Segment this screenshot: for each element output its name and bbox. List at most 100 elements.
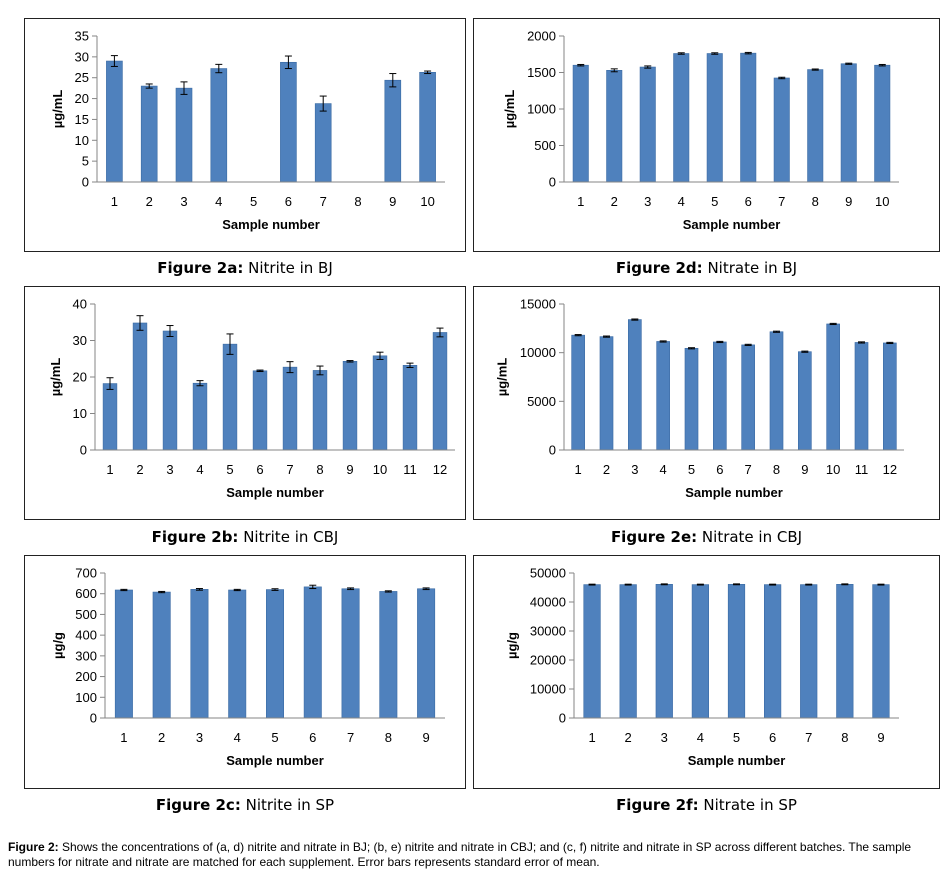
bar-e-8 xyxy=(769,331,784,451)
y-tick-label-d-0: 0 xyxy=(549,175,556,190)
y-tick-label-c-3: 300 xyxy=(75,648,97,663)
bar-d-10 xyxy=(874,64,891,183)
bar-a-2 xyxy=(140,85,158,183)
x-tick-label-a-10: 10 xyxy=(420,194,434,209)
error-bar-d-5 xyxy=(711,52,719,55)
error-bar-d-4 xyxy=(677,52,685,55)
bar-f-2 xyxy=(619,584,637,719)
y-tick-label-a-6: 30 xyxy=(75,49,89,64)
y-tick-label-b-2: 20 xyxy=(73,370,87,385)
figure-2a-text: Nitrite in BJ xyxy=(243,259,333,277)
chart-panel-2e: 0 5000 10000 15000 µg/mL 1 2 3 4 5 6 7 8 9 10 11 12 Sampl… xyxy=(473,286,940,520)
chart-panel-2c: 0 100 200 300 400 500 600 700 µg/g 1 2 3 4 5 6 7 8 9 Sampl… xyxy=(24,555,466,789)
bar-f-9 xyxy=(872,584,890,719)
x-tick-label-c-9: 9 xyxy=(422,730,429,745)
y-tick-label-a-4: 20 xyxy=(75,91,89,106)
x-tick-label-d-6: 6 xyxy=(745,194,752,209)
x-tick-label-d-7: 7 xyxy=(778,194,785,209)
x-tick-label-d-2: 2 xyxy=(611,194,618,209)
bar-c-1 xyxy=(114,589,133,719)
error-bar-a-7 xyxy=(319,95,327,112)
figure-2b-caption: Figure 2b: Nitrite in CBJ xyxy=(24,528,466,546)
error-bar-d-6 xyxy=(744,51,752,55)
x-tick-label-c-6: 6 xyxy=(309,730,316,745)
bar-b-7 xyxy=(282,366,298,451)
y-axis-label-e: µg/mL xyxy=(495,358,510,397)
error-bar-f-7 xyxy=(805,583,813,586)
y-tick-label-c-4: 400 xyxy=(75,628,97,643)
bar-e-2 xyxy=(599,336,614,451)
figure-2e-label: Figure 2e: xyxy=(610,528,698,546)
x-tick-label-b-3: 3 xyxy=(166,462,173,477)
error-bar-e-2 xyxy=(603,335,610,338)
footnote-label: Figure 2: xyxy=(8,840,59,854)
y-tick-label-f-0: 0 xyxy=(559,711,566,726)
bar-b-8 xyxy=(312,370,328,451)
x-tick-label-f-7: 7 xyxy=(805,730,812,745)
bar-e-5 xyxy=(684,347,699,451)
x-tick-label-c-8: 8 xyxy=(385,730,392,745)
bar-e-1 xyxy=(571,334,585,451)
x-tick-label-f-6: 6 xyxy=(769,730,776,745)
y-axis-label-b: µg/mL xyxy=(48,358,63,397)
error-bar-a-10 xyxy=(424,70,432,75)
x-tick-label-f-8: 8 xyxy=(841,730,848,745)
error-bar-c-3 xyxy=(195,588,203,591)
bar-b-1 xyxy=(102,383,118,451)
figure-2a-caption: Figure 2a: Nitrite in BJ xyxy=(24,259,466,277)
x-tick-label-a-8: 8 xyxy=(354,194,361,209)
x-tick-label-d-8: 8 xyxy=(812,194,819,209)
figure-2c-caption: Figure 2c: Nitrite in SP xyxy=(24,796,466,814)
x-tick-label-e-1: 1 xyxy=(575,462,582,477)
x-tick-label-c-4: 4 xyxy=(234,730,241,745)
x-tick-label-d-3: 3 xyxy=(644,194,651,209)
y-tick-label-d-4: 2000 xyxy=(527,29,556,44)
x-tick-label-d-4: 4 xyxy=(678,194,685,209)
error-bar-f-9 xyxy=(877,583,885,586)
bar-c-6 xyxy=(303,586,322,719)
y-axis-label-d: µg/mL xyxy=(502,90,517,129)
y-tick-label-f-3: 30000 xyxy=(530,624,566,639)
error-bar-d-8 xyxy=(811,68,819,71)
y-tick-label-b-0: 0 xyxy=(80,443,87,458)
y-tick-label-a-3: 15 xyxy=(75,112,89,127)
error-bar-e-6 xyxy=(716,340,724,344)
error-bar-b-2 xyxy=(136,315,144,331)
y-tick-label-a-7: 35 xyxy=(75,29,89,44)
error-bar-f-8 xyxy=(841,583,849,586)
x-tick-label-b-6: 6 xyxy=(256,462,263,477)
bar-b-2 xyxy=(132,322,148,451)
error-bar-e-4 xyxy=(659,340,667,343)
error-bar-e-1 xyxy=(574,334,582,337)
figure-2c-label: Figure 2c: xyxy=(155,796,241,814)
x-tick-label-a-5: 5 xyxy=(250,194,257,209)
x-tick-label-c-7: 7 xyxy=(347,730,354,745)
x-tick-label-e-12: 12 xyxy=(883,462,897,477)
x-tick-label-f-1: 1 xyxy=(588,730,595,745)
y-axis-label-c: µg/g xyxy=(51,632,66,659)
x-tick-label-b-4: 4 xyxy=(196,462,203,477)
error-bar-b-6 xyxy=(256,369,264,373)
x-tick-label-e-11: 11 xyxy=(855,462,869,477)
error-bar-a-1 xyxy=(110,55,118,67)
figure-2b-text: Nitrite in CBJ xyxy=(238,528,339,546)
error-bar-e-9 xyxy=(801,350,809,353)
y-tick-label-a-2: 10 xyxy=(75,133,89,148)
x-tick-label-e-3: 3 xyxy=(631,462,638,477)
error-bar-b-11 xyxy=(406,362,414,369)
y-tick-label-e-1: 5000 xyxy=(527,394,556,409)
x-tick-label-e-4: 4 xyxy=(660,462,667,477)
bar-d-5 xyxy=(706,53,723,183)
bar-d-6 xyxy=(740,52,757,183)
bar-c-2 xyxy=(152,591,171,719)
x-tick-label-c-3: 3 xyxy=(196,730,203,745)
x-tick-label-e-10: 10 xyxy=(826,462,840,477)
error-bar-b-3 xyxy=(166,325,174,337)
error-bar-c-5 xyxy=(271,588,279,591)
bar-e-6 xyxy=(713,341,727,451)
footnote-text: Shows the concentrations of (a, d) nitri… xyxy=(8,840,912,869)
error-bar-f-3 xyxy=(660,583,668,586)
bar-e-10 xyxy=(826,323,840,451)
error-bar-b-7 xyxy=(286,361,294,374)
